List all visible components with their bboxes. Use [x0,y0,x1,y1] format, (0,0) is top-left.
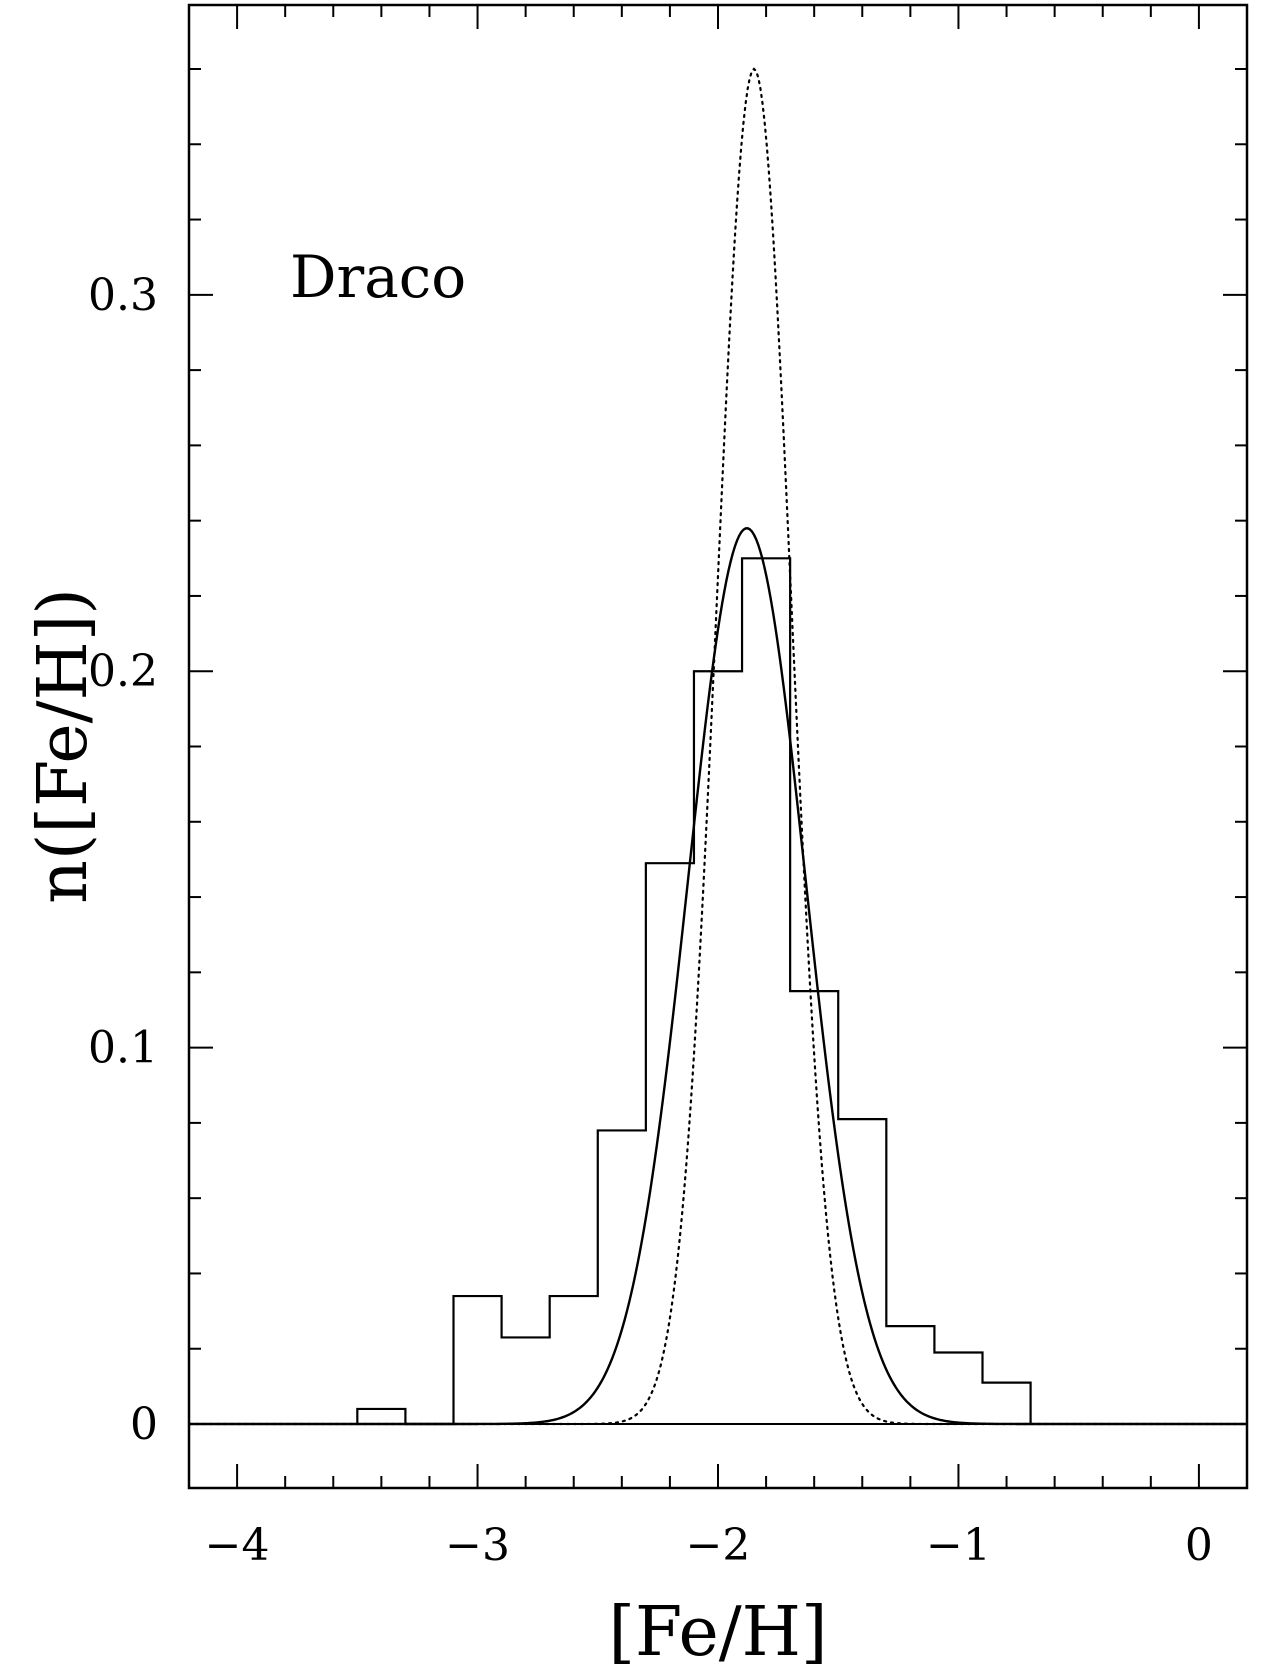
x-tick-labels: −4 −3 −2 −1 0 [205,1520,1213,1571]
x-tick-label: −4 [205,1520,270,1571]
axis-ticks [189,5,1247,1488]
y-tick-label: 0 [130,1399,158,1450]
x-tick-label: 0 [1185,1520,1213,1571]
y-tick-label: 0.2 [88,646,158,697]
y-axis-title: n([Fe/H]) [24,588,103,904]
y-tick-labels: 0 0.1 0.2 0.3 [88,270,158,1450]
x-axis-title: [Fe/H] [609,1593,828,1672]
x-tick-label: −1 [926,1520,991,1571]
x-tick-label: −3 [445,1520,510,1571]
x-tick-label: −2 [686,1520,751,1571]
histogram-steps [356,557,1032,1426]
solid-gaussian-curve [189,527,1247,1426]
dotted-gaussian-curve [187,67,1249,1426]
y-tick-label: 0.3 [88,270,158,321]
plot-frame [187,3,1249,1490]
chart-annotation: Draco [290,243,466,311]
y-tick-label: 0.1 [88,1023,158,1074]
plot-marks [187,67,1249,1426]
